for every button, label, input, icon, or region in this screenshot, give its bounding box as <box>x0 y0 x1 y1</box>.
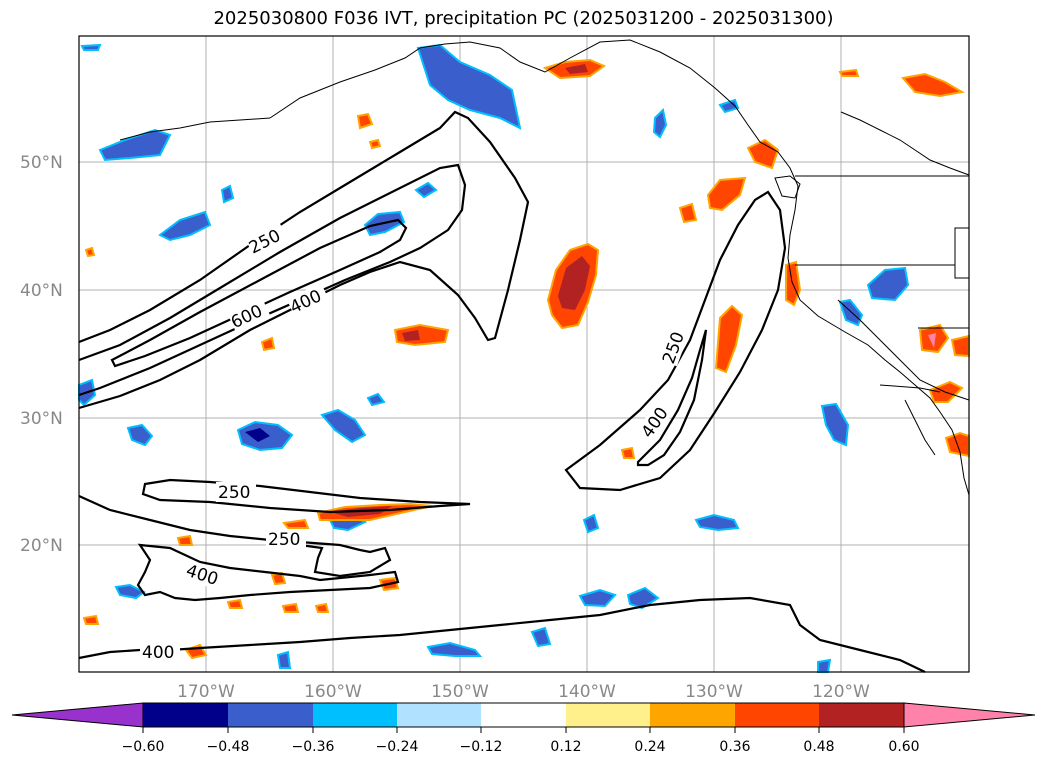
contour-label: 400 <box>142 643 174 663</box>
lat-label-40n: 40°N <box>20 281 63 301</box>
colorbar-segment <box>481 703 566 727</box>
contour-600-northwest <box>110 218 408 368</box>
colorbar-tick-label: 0.36 <box>719 739 750 755</box>
colorbar-tick-label: 0.12 <box>550 739 581 755</box>
map-background <box>79 36 969 672</box>
colorbar-tick-label: −0.24 <box>376 739 419 755</box>
colorbar-tick-label: 0.48 <box>803 739 834 755</box>
colorbar-tick-label: −0.60 <box>122 739 165 755</box>
colorbar-tick-label: 0.24 <box>634 739 665 755</box>
contour-label: 250 <box>218 483 250 503</box>
colorbar: −0.60 −0.48 −0.36 −0.24 −0.12 0.12 0.24 … <box>11 702 1036 755</box>
contour-250-south <box>78 494 392 578</box>
patch-aleutian <box>98 128 172 162</box>
gridlines <box>79 36 969 672</box>
colorbar-tick-label: 0.60 <box>888 739 919 755</box>
colorbar-extend-low <box>11 702 144 728</box>
contour-400-south <box>136 543 400 602</box>
colorbar-segment <box>819 703 904 727</box>
map-frame <box>78 35 970 673</box>
contour-400-northwest <box>78 163 467 397</box>
positive-precip-patches <box>82 58 970 660</box>
colorbar-segment <box>650 703 735 727</box>
contour-400-southwest <box>78 596 926 673</box>
patch-gulf-alaska <box>416 43 522 130</box>
lon-label-120w: 120°W <box>812 682 870 702</box>
contour-400-eastpacific <box>636 329 708 467</box>
lon-label-130w: 130°W <box>685 682 743 702</box>
latitude-labels: 50°N 40°N 30°N 20°N <box>20 153 63 556</box>
colorbar-segment <box>735 703 819 727</box>
colorbar-segment <box>313 703 397 727</box>
colorbar-extend-high <box>903 702 1036 728</box>
lat-label-20n: 20°N <box>20 536 63 556</box>
lon-label-150w: 150°W <box>431 682 489 702</box>
lon-label-140w: 140°W <box>558 682 616 702</box>
colorbar-tick-label: −0.12 <box>460 739 503 755</box>
negative-precip-patches <box>78 43 910 673</box>
colorbar-segment <box>143 703 228 727</box>
contour-250-eastpacific <box>564 190 787 492</box>
map-title: 2025030800 F036 IVT, precipitation PC (2… <box>213 8 834 29</box>
colorbar-tick-label: −0.48 <box>207 739 250 755</box>
contour-label: 250 <box>268 530 300 550</box>
lat-label-50n: 50°N <box>20 153 63 173</box>
lon-label-170w: 170°W <box>177 682 235 702</box>
lat-label-30n: 30°N <box>20 409 63 429</box>
colorbar-segment <box>228 703 313 727</box>
coastlines <box>119 39 970 496</box>
longitude-labels: 170°W 160°W 150°W 140°W 130°W 120°W <box>177 682 870 702</box>
colorbar-segment <box>397 703 481 727</box>
colorbar-tick-label: −0.36 <box>292 739 335 755</box>
lon-label-160w: 160°W <box>304 682 362 702</box>
colorbar-segment <box>566 703 650 727</box>
